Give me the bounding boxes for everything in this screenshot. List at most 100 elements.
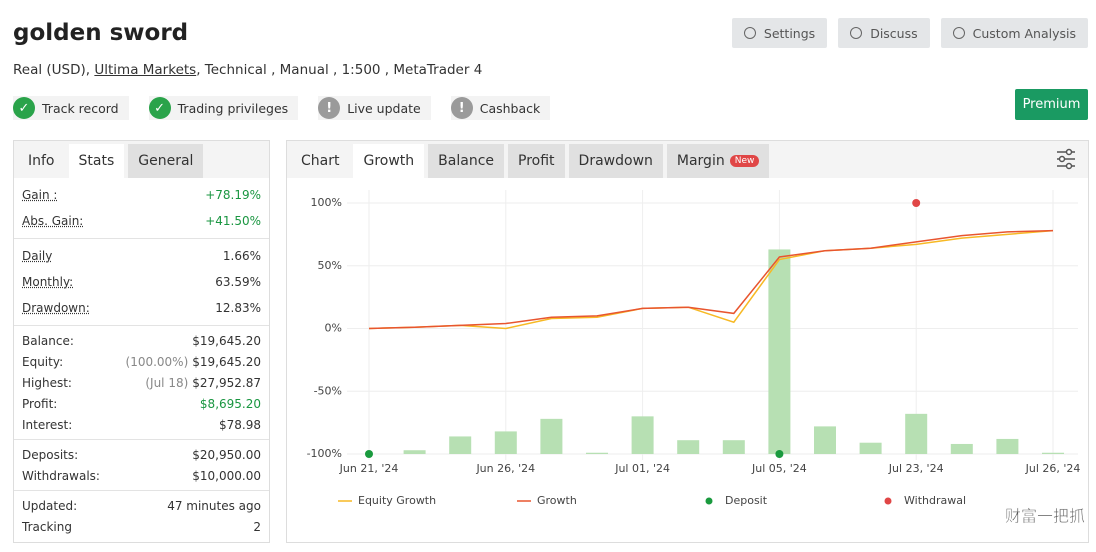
stats-tabs: Info Stats General	[14, 141, 269, 178]
stats-row: Updated: 47 minutes ago	[22, 495, 261, 516]
stats-row: Gain : +78.19%	[22, 182, 261, 208]
line	[368, 229, 1054, 330]
stats-value: $78.98	[219, 417, 261, 432]
filter-icon[interactable]	[1057, 148, 1075, 170]
legend-label: Deposit	[725, 494, 768, 507]
bar	[403, 450, 426, 454]
bar	[494, 431, 517, 454]
line	[368, 229, 1054, 330]
bar	[859, 442, 882, 454]
stats-label: Abs. Gain:	[22, 214, 84, 228]
button-icon	[952, 27, 965, 39]
x-tick-label: Jul 01, '24	[614, 462, 670, 475]
chart-label: Chart	[301, 153, 340, 169]
y-tick-label: 50%	[318, 259, 342, 272]
stats-label: Drawdown:	[22, 301, 90, 315]
stats-value: $20,950.00	[192, 447, 261, 462]
stats-group: Balance: $19,645.20 Equity: (100.00%) $19,64…	[14, 326, 269, 440]
watermark: 财富一把抓	[1005, 507, 1085, 526]
chart-tab[interactable]: Balance	[428, 144, 505, 178]
y-tick-label: 100%	[311, 196, 342, 209]
account-info: Real (USD), Ultima Markets, Technical , …	[13, 62, 482, 78]
point	[365, 450, 373, 458]
stats-label: Equity:	[22, 354, 64, 369]
header-button[interactable]: Discuss	[838, 18, 930, 48]
stats-note: (Jul 18)	[145, 375, 189, 390]
badge: ✓ Trading privileges	[148, 96, 299, 120]
stats-note: (100.00%)	[125, 354, 189, 369]
x-tick-label: Jul 26, '24	[1025, 462, 1081, 475]
stats-row: Abs. Gain: +41.50%	[22, 208, 261, 234]
bar	[905, 413, 928, 454]
page-title: golden sword	[13, 20, 189, 46]
premium-button[interactable]: Premium	[1015, 89, 1088, 120]
stats-label: Highest:	[22, 375, 72, 390]
stats-row: Drawdown: 12.83%	[22, 295, 261, 321]
point	[912, 199, 921, 207]
bar	[814, 426, 836, 454]
y-tick-label: -100%	[307, 447, 342, 460]
stats-panel: Info Stats General Gain : +78.19% Abs. Gain:…	[13, 140, 270, 543]
point	[775, 450, 784, 458]
bar	[677, 440, 700, 454]
stats-tab[interactable]: Stats	[68, 144, 125, 178]
button-label: Discuss	[870, 25, 918, 41]
legend-label: Equity Growth	[358, 494, 436, 507]
x-tick-label: Jul 23, '24	[888, 462, 944, 475]
header-button[interactable]: Custom Analysis	[940, 18, 1088, 48]
stats-row: Highest: (Jul 18) $27,952.87	[22, 372, 261, 393]
stats-label: Monthly:	[22, 275, 74, 289]
badge-icon: !	[450, 97, 473, 119]
bar	[449, 436, 472, 454]
stats-value: 12.83%	[215, 301, 261, 315]
details: , Technical , Manual , 1:500 , MetaTrade…	[196, 62, 483, 78]
stats-label: Interest:	[22, 417, 73, 432]
stats-label: Profit:	[22, 396, 58, 411]
x-tick-label: Jun 26, '24	[475, 462, 535, 475]
chart-panel: Chart Growth Balance Profit Drawdown Margin N…	[286, 140, 1089, 543]
bar	[722, 440, 745, 454]
stats-row: Deposits: $20,950.00	[22, 444, 261, 465]
bar	[768, 249, 791, 454]
y-tick-label: -50%	[314, 384, 342, 397]
y-tick-label: 0%	[325, 322, 342, 335]
badge: ✓ Track record	[13, 96, 129, 120]
stats-label: Deposits:	[22, 447, 79, 462]
chart-tab[interactable]: Margin New	[666, 144, 770, 178]
badge: ! Cashback	[450, 96, 551, 120]
stats-tab[interactable]: General	[128, 144, 204, 178]
stats-value: 47 minutes ago	[167, 498, 261, 513]
legend-label: Growth	[537, 494, 577, 507]
stats-row: Interest: $78.98	[22, 414, 261, 435]
broker-link[interactable]: Ultima Markets	[94, 62, 197, 78]
button-label: Custom Analysis	[972, 25, 1076, 41]
button-icon	[743, 27, 756, 39]
bar	[631, 416, 654, 454]
stats-row: Equity: (100.00%) $19,645.20	[22, 351, 261, 372]
stats-value: $8,695.20	[199, 396, 261, 411]
legend-swatch	[884, 497, 892, 505]
stats-value: $10,000.00	[192, 468, 261, 483]
button-label: Settings	[763, 25, 816, 41]
stats-label: Daily	[22, 249, 53, 263]
chart-tab[interactable]: Growth	[353, 144, 425, 178]
bar	[1042, 452, 1064, 454]
stats-label: Balance:	[22, 333, 74, 348]
stats-row: Tracking 2	[22, 516, 261, 537]
stats-row: Monthly: 63.59%	[22, 269, 261, 295]
stats-label: Gain :	[22, 188, 58, 202]
stats-row: Daily 1.66%	[22, 243, 261, 269]
stats-group: Updated: 47 minutes ago Tracking 2	[14, 491, 269, 541]
chart-tab[interactable]: Drawdown	[568, 144, 663, 178]
new-badge: New	[729, 155, 760, 167]
badge-label: Cashback	[479, 100, 541, 116]
stats-label: Tracking	[22, 519, 72, 534]
chart-tabs: Chart Growth Balance Profit Drawdown Margin N…	[287, 141, 1088, 178]
stats-group: Daily 1.66% Monthly: 63.59% Drawdown: 12.83%	[14, 239, 269, 326]
chart-tab[interactable]: Profit	[508, 144, 565, 178]
badges: ✓ Track record ✓ Trading privileges! Live up…	[13, 96, 551, 120]
header-button[interactable]: Settings	[731, 18, 828, 48]
stats-value: 63.59%	[215, 275, 261, 289]
badge-icon: ✓	[13, 97, 35, 119]
